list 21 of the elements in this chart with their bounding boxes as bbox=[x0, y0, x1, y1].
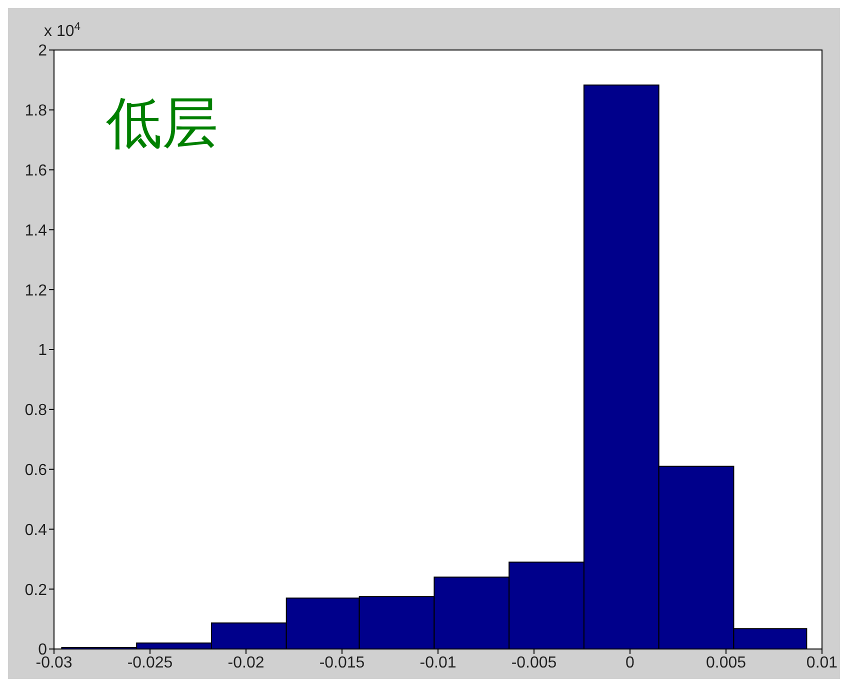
x-tick-label: 0 bbox=[626, 654, 635, 672]
y-tick-label: 2 bbox=[38, 42, 48, 60]
text: x 10$^{4}$ bbox=[44, 21, 80, 40]
x-tick-label: -0.025 bbox=[127, 654, 173, 672]
y-tick-label: 1.4 bbox=[24, 222, 48, 240]
x-tick-label: -0.015 bbox=[319, 654, 365, 672]
x-tick-label: 0.01 bbox=[806, 654, 838, 672]
text: 低层 bbox=[106, 91, 218, 156]
y-tick-label: 0.8 bbox=[24, 402, 48, 420]
y-tick-label: 0.6 bbox=[24, 462, 48, 479]
y-tick-label: 1 bbox=[38, 342, 48, 360]
y-tick-label: 1.2 bbox=[24, 282, 48, 300]
x-tick-label: -0.005 bbox=[511, 654, 557, 672]
x-tick-label: -0.02 bbox=[228, 654, 264, 672]
y-tick-label: 0.2 bbox=[24, 582, 48, 599]
x-tick-label: -0.03 bbox=[36, 654, 72, 672]
y-tick-label: 1.8 bbox=[24, 102, 48, 120]
x-tick-label: 0.005 bbox=[706, 654, 746, 672]
y-tick-label: 0.4 bbox=[24, 522, 48, 539]
y-tick-label: 1.6 bbox=[24, 162, 48, 180]
x-tick-label: -0.01 bbox=[420, 654, 456, 672]
